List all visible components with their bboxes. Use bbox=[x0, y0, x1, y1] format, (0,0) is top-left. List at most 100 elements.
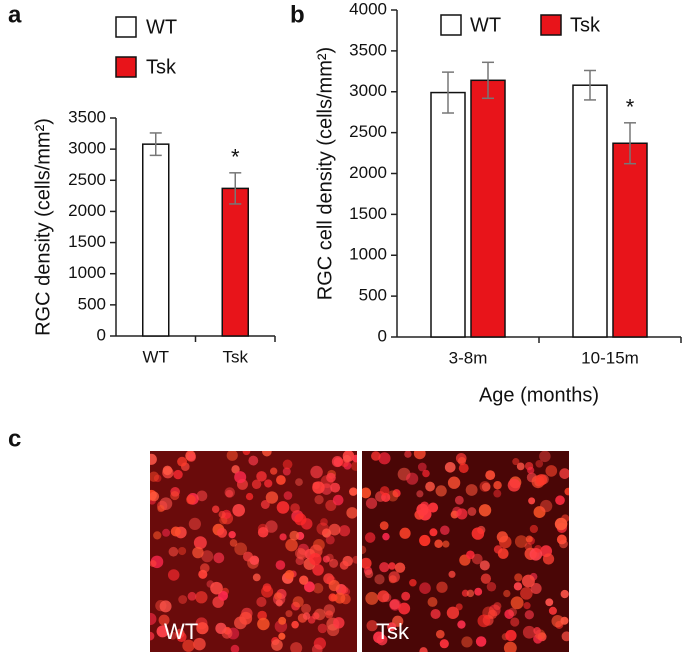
cell bbox=[379, 562, 390, 573]
cell bbox=[455, 603, 463, 611]
cell bbox=[150, 631, 155, 641]
cell bbox=[196, 622, 209, 635]
cell bbox=[150, 560, 157, 568]
cell bbox=[226, 451, 238, 461]
cell bbox=[310, 465, 323, 479]
y-axis-title: RGC cell density (cells/mm²) bbox=[314, 47, 336, 300]
cell bbox=[229, 539, 238, 547]
cell bbox=[507, 478, 521, 492]
cell bbox=[290, 642, 303, 652]
cell bbox=[364, 532, 376, 543]
cell bbox=[512, 458, 520, 466]
cell bbox=[242, 451, 251, 456]
cell bbox=[413, 451, 426, 460]
legend-label: WT bbox=[470, 14, 501, 36]
cell bbox=[524, 610, 534, 620]
cell bbox=[322, 555, 330, 563]
cell bbox=[256, 471, 267, 482]
cell bbox=[210, 581, 223, 595]
cell bbox=[428, 502, 439, 513]
cell bbox=[520, 587, 533, 600]
cell bbox=[478, 504, 492, 517]
cell bbox=[349, 487, 357, 496]
cell bbox=[175, 628, 185, 639]
cell bbox=[548, 606, 557, 615]
y-tick-label: 3000 bbox=[349, 81, 387, 100]
cell bbox=[150, 471, 160, 482]
cell bbox=[503, 641, 517, 652]
cell bbox=[276, 501, 290, 514]
cell bbox=[419, 582, 431, 595]
cell bbox=[234, 471, 247, 484]
cell bbox=[275, 560, 286, 570]
x-tick-label: Tsk bbox=[223, 347, 249, 366]
significance-mark: * bbox=[626, 95, 635, 120]
cell bbox=[295, 478, 303, 486]
cell bbox=[270, 467, 278, 475]
cell bbox=[529, 524, 538, 534]
cell bbox=[480, 573, 492, 584]
micrograph bbox=[150, 451, 357, 652]
cell bbox=[260, 500, 270, 509]
cell bbox=[533, 506, 546, 519]
cell bbox=[554, 517, 568, 531]
cell bbox=[312, 481, 325, 494]
y-axis-title: RGC density (cells/mm²) bbox=[32, 118, 54, 336]
cell bbox=[265, 520, 278, 533]
cell bbox=[364, 569, 374, 579]
cell bbox=[156, 625, 169, 638]
cell bbox=[388, 562, 396, 570]
cell bbox=[170, 490, 180, 501]
cell bbox=[457, 457, 466, 466]
cell bbox=[150, 612, 157, 626]
cell bbox=[551, 614, 564, 628]
cell bbox=[294, 513, 307, 526]
cell bbox=[534, 545, 542, 553]
cell bbox=[523, 602, 531, 610]
cell bbox=[239, 611, 253, 625]
cell bbox=[312, 612, 320, 620]
cell bbox=[350, 461, 357, 471]
cell bbox=[493, 489, 502, 498]
cell bbox=[394, 562, 406, 573]
cell bbox=[193, 536, 207, 550]
cell bbox=[560, 589, 569, 599]
cell bbox=[290, 503, 300, 513]
cell bbox=[467, 507, 477, 516]
cell bbox=[504, 609, 514, 619]
cell bbox=[560, 616, 569, 625]
cell bbox=[231, 465, 240, 474]
cell bbox=[521, 574, 535, 588]
cell bbox=[228, 531, 236, 539]
cell bbox=[474, 587, 483, 596]
cell bbox=[430, 608, 441, 620]
cell bbox=[333, 617, 345, 629]
legend-swatch bbox=[115, 16, 137, 38]
cell bbox=[352, 555, 357, 564]
cell bbox=[528, 497, 536, 505]
cell bbox=[292, 596, 304, 608]
y-tick-label: 500 bbox=[78, 294, 106, 313]
cell bbox=[173, 469, 183, 480]
cell bbox=[186, 494, 196, 505]
cell bbox=[329, 558, 339, 568]
panel-label: c bbox=[8, 425, 21, 452]
cell bbox=[513, 582, 523, 591]
cell bbox=[295, 556, 304, 566]
cell bbox=[167, 569, 180, 581]
cell bbox=[285, 610, 293, 618]
cell bbox=[524, 542, 533, 551]
image-label: Tsk bbox=[376, 619, 410, 644]
significance-mark: * bbox=[231, 145, 240, 170]
cell bbox=[330, 594, 338, 602]
cell bbox=[325, 553, 334, 562]
cell bbox=[264, 479, 273, 488]
cell bbox=[486, 582, 497, 592]
cell bbox=[325, 610, 334, 619]
cell bbox=[514, 573, 523, 582]
y-tick-label: 1500 bbox=[349, 204, 387, 223]
y-tick-label: 2500 bbox=[68, 170, 106, 189]
bar bbox=[572, 84, 608, 338]
cell bbox=[274, 592, 282, 601]
cell bbox=[275, 599, 283, 607]
